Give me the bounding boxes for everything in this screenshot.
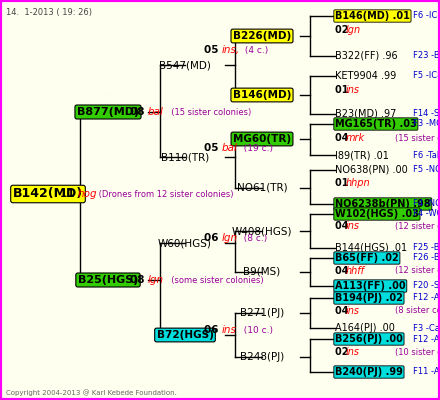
Text: 08: 08: [130, 275, 148, 285]
Text: F25 -B-xxx43: F25 -B-xxx43: [413, 244, 440, 252]
Text: B271(PJ): B271(PJ): [240, 308, 284, 318]
Text: ins: ins: [346, 221, 360, 231]
Text: F12 -AthosS180R: F12 -AthosS180R: [413, 294, 440, 302]
Text: F23 -B-xxx43: F23 -B-xxx43: [413, 52, 440, 60]
Text: B226(MD): B226(MD): [233, 31, 291, 41]
Text: B322(FF) .96: B322(FF) .96: [335, 51, 398, 61]
Text: B240(PJ) .99: B240(PJ) .99: [335, 367, 403, 377]
Text: ins: ins: [346, 306, 360, 316]
Text: F11 -AthosS180R: F11 -AthosS180R: [413, 368, 440, 376]
Text: hhff: hhff: [346, 266, 365, 276]
Text: bal: bal: [148, 107, 164, 117]
Text: F3 -Cankiri97Q: F3 -Cankiri97Q: [413, 324, 440, 332]
Text: F20 -Sinop62R: F20 -Sinop62R: [413, 282, 440, 290]
Text: (Drones from 12 sister colonies): (Drones from 12 sister colonies): [95, 190, 233, 198]
Text: F26 -B-xxx43: F26 -B-xxx43: [413, 254, 440, 262]
Text: B146(MD): B146(MD): [233, 90, 291, 100]
Text: W60(HGS): W60(HGS): [158, 238, 212, 248]
Text: B248(PJ): B248(PJ): [240, 352, 284, 362]
Text: ins: ins: [346, 347, 360, 357]
Text: F3 -MG00R: F3 -MG00R: [413, 120, 440, 128]
Text: F6 -Takab93aR: F6 -Takab93aR: [413, 150, 440, 160]
Text: mrk: mrk: [346, 133, 365, 143]
Text: 06: 06: [204, 233, 222, 243]
Text: B146(MD) .01: B146(MD) .01: [335, 11, 410, 21]
Text: B25(HGS): B25(HGS): [78, 275, 138, 285]
Text: 04: 04: [335, 306, 352, 316]
Text: B72(HGS): B72(HGS): [157, 330, 213, 340]
Text: F4 -W0: F4 -W0: [413, 210, 440, 218]
Text: B110(TR): B110(TR): [161, 152, 209, 162]
Text: F14 -Sinop72R: F14 -Sinop72R: [413, 110, 440, 118]
Text: A113(FF) .00: A113(FF) .00: [335, 281, 406, 291]
Text: B9(MS): B9(MS): [243, 267, 281, 277]
Text: (12 sister colonies): (12 sister colonies): [395, 222, 440, 230]
Text: MG165(TR) .03: MG165(TR) .03: [335, 119, 417, 129]
Text: B142(MD): B142(MD): [13, 188, 83, 200]
Text: W102(HGS) .03: W102(HGS) .03: [335, 209, 419, 219]
Text: (15 sister colonies): (15 sister colonies): [395, 134, 440, 142]
Text: F4 -NO6294R: F4 -NO6294R: [413, 200, 440, 208]
Text: (19 c.): (19 c.): [238, 144, 272, 152]
Text: NO61(TR): NO61(TR): [237, 183, 287, 193]
Text: hog: hog: [78, 189, 98, 199]
Text: 11: 11: [60, 189, 78, 199]
Text: NO638(PN) .00: NO638(PN) .00: [335, 165, 408, 175]
Text: (4 c.): (4 c.): [242, 46, 268, 54]
Text: 05: 05: [204, 45, 222, 55]
Text: (12 sister colonies): (12 sister colonies): [395, 266, 440, 276]
Text: NO6238b(PN) .98: NO6238b(PN) .98: [335, 199, 431, 209]
Text: 01: 01: [335, 178, 352, 188]
Text: B877(MD): B877(MD): [77, 107, 139, 117]
Text: A164(PJ) .00: A164(PJ) .00: [335, 323, 395, 333]
Text: B547(MD): B547(MD): [159, 60, 211, 70]
Text: ins: ins: [346, 85, 360, 95]
Text: B256(PJ) .00: B256(PJ) .00: [335, 334, 403, 344]
Text: lgn: lgn: [346, 25, 361, 35]
Text: 02: 02: [335, 347, 352, 357]
Text: 04: 04: [335, 133, 352, 143]
Text: W408(HGS): W408(HGS): [232, 226, 292, 236]
Text: (8 c.): (8 c.): [238, 234, 267, 242]
Text: 01: 01: [335, 85, 352, 95]
Text: lgn: lgn: [222, 233, 238, 243]
Text: 02: 02: [335, 25, 352, 35]
Text: B65(FF) .02: B65(FF) .02: [335, 253, 399, 263]
Text: MG60(TR): MG60(TR): [233, 134, 291, 144]
Text: ins,: ins,: [222, 45, 240, 55]
Text: F5 -NO6294R: F5 -NO6294R: [413, 166, 440, 174]
Text: (10 c.): (10 c.): [238, 326, 272, 334]
Text: B23(MD) .97: B23(MD) .97: [335, 109, 396, 119]
Text: bal: bal: [222, 143, 238, 153]
Text: 06: 06: [204, 325, 222, 335]
Text: KET9904 .99: KET9904 .99: [335, 71, 396, 81]
Text: lgn: lgn: [148, 275, 164, 285]
Text: I89(TR) .01: I89(TR) .01: [335, 150, 389, 160]
Text: ins: ins: [222, 325, 237, 335]
Text: B194(PJ) .02: B194(PJ) .02: [335, 293, 403, 303]
Text: 04: 04: [335, 266, 352, 276]
Text: F6 -IC8806: F6 -IC8806: [413, 12, 440, 20]
Text: hhpn: hhpn: [346, 178, 370, 188]
Text: 14.  1-2013 ( 19: 26): 14. 1-2013 ( 19: 26): [6, 8, 92, 17]
Text: 08: 08: [130, 107, 148, 117]
Text: 04: 04: [335, 221, 352, 231]
Text: (10 sister colonies): (10 sister colonies): [395, 348, 440, 356]
Text: (8 sister colonies): (8 sister colonies): [395, 306, 440, 316]
Text: (some sister colonies): (some sister colonies): [165, 276, 263, 284]
Text: (15 sister colonies): (15 sister colonies): [165, 108, 251, 116]
Text: 05: 05: [204, 143, 222, 153]
Text: F12 -AthosS180R: F12 -AthosS180R: [413, 334, 440, 344]
Text: Copyright 2004-2013 @ Karl Kebede Foundation.: Copyright 2004-2013 @ Karl Kebede Founda…: [6, 389, 177, 396]
Text: F5 -IC8806: F5 -IC8806: [413, 72, 440, 80]
Text: B144(HGS) .01: B144(HGS) .01: [335, 243, 407, 253]
